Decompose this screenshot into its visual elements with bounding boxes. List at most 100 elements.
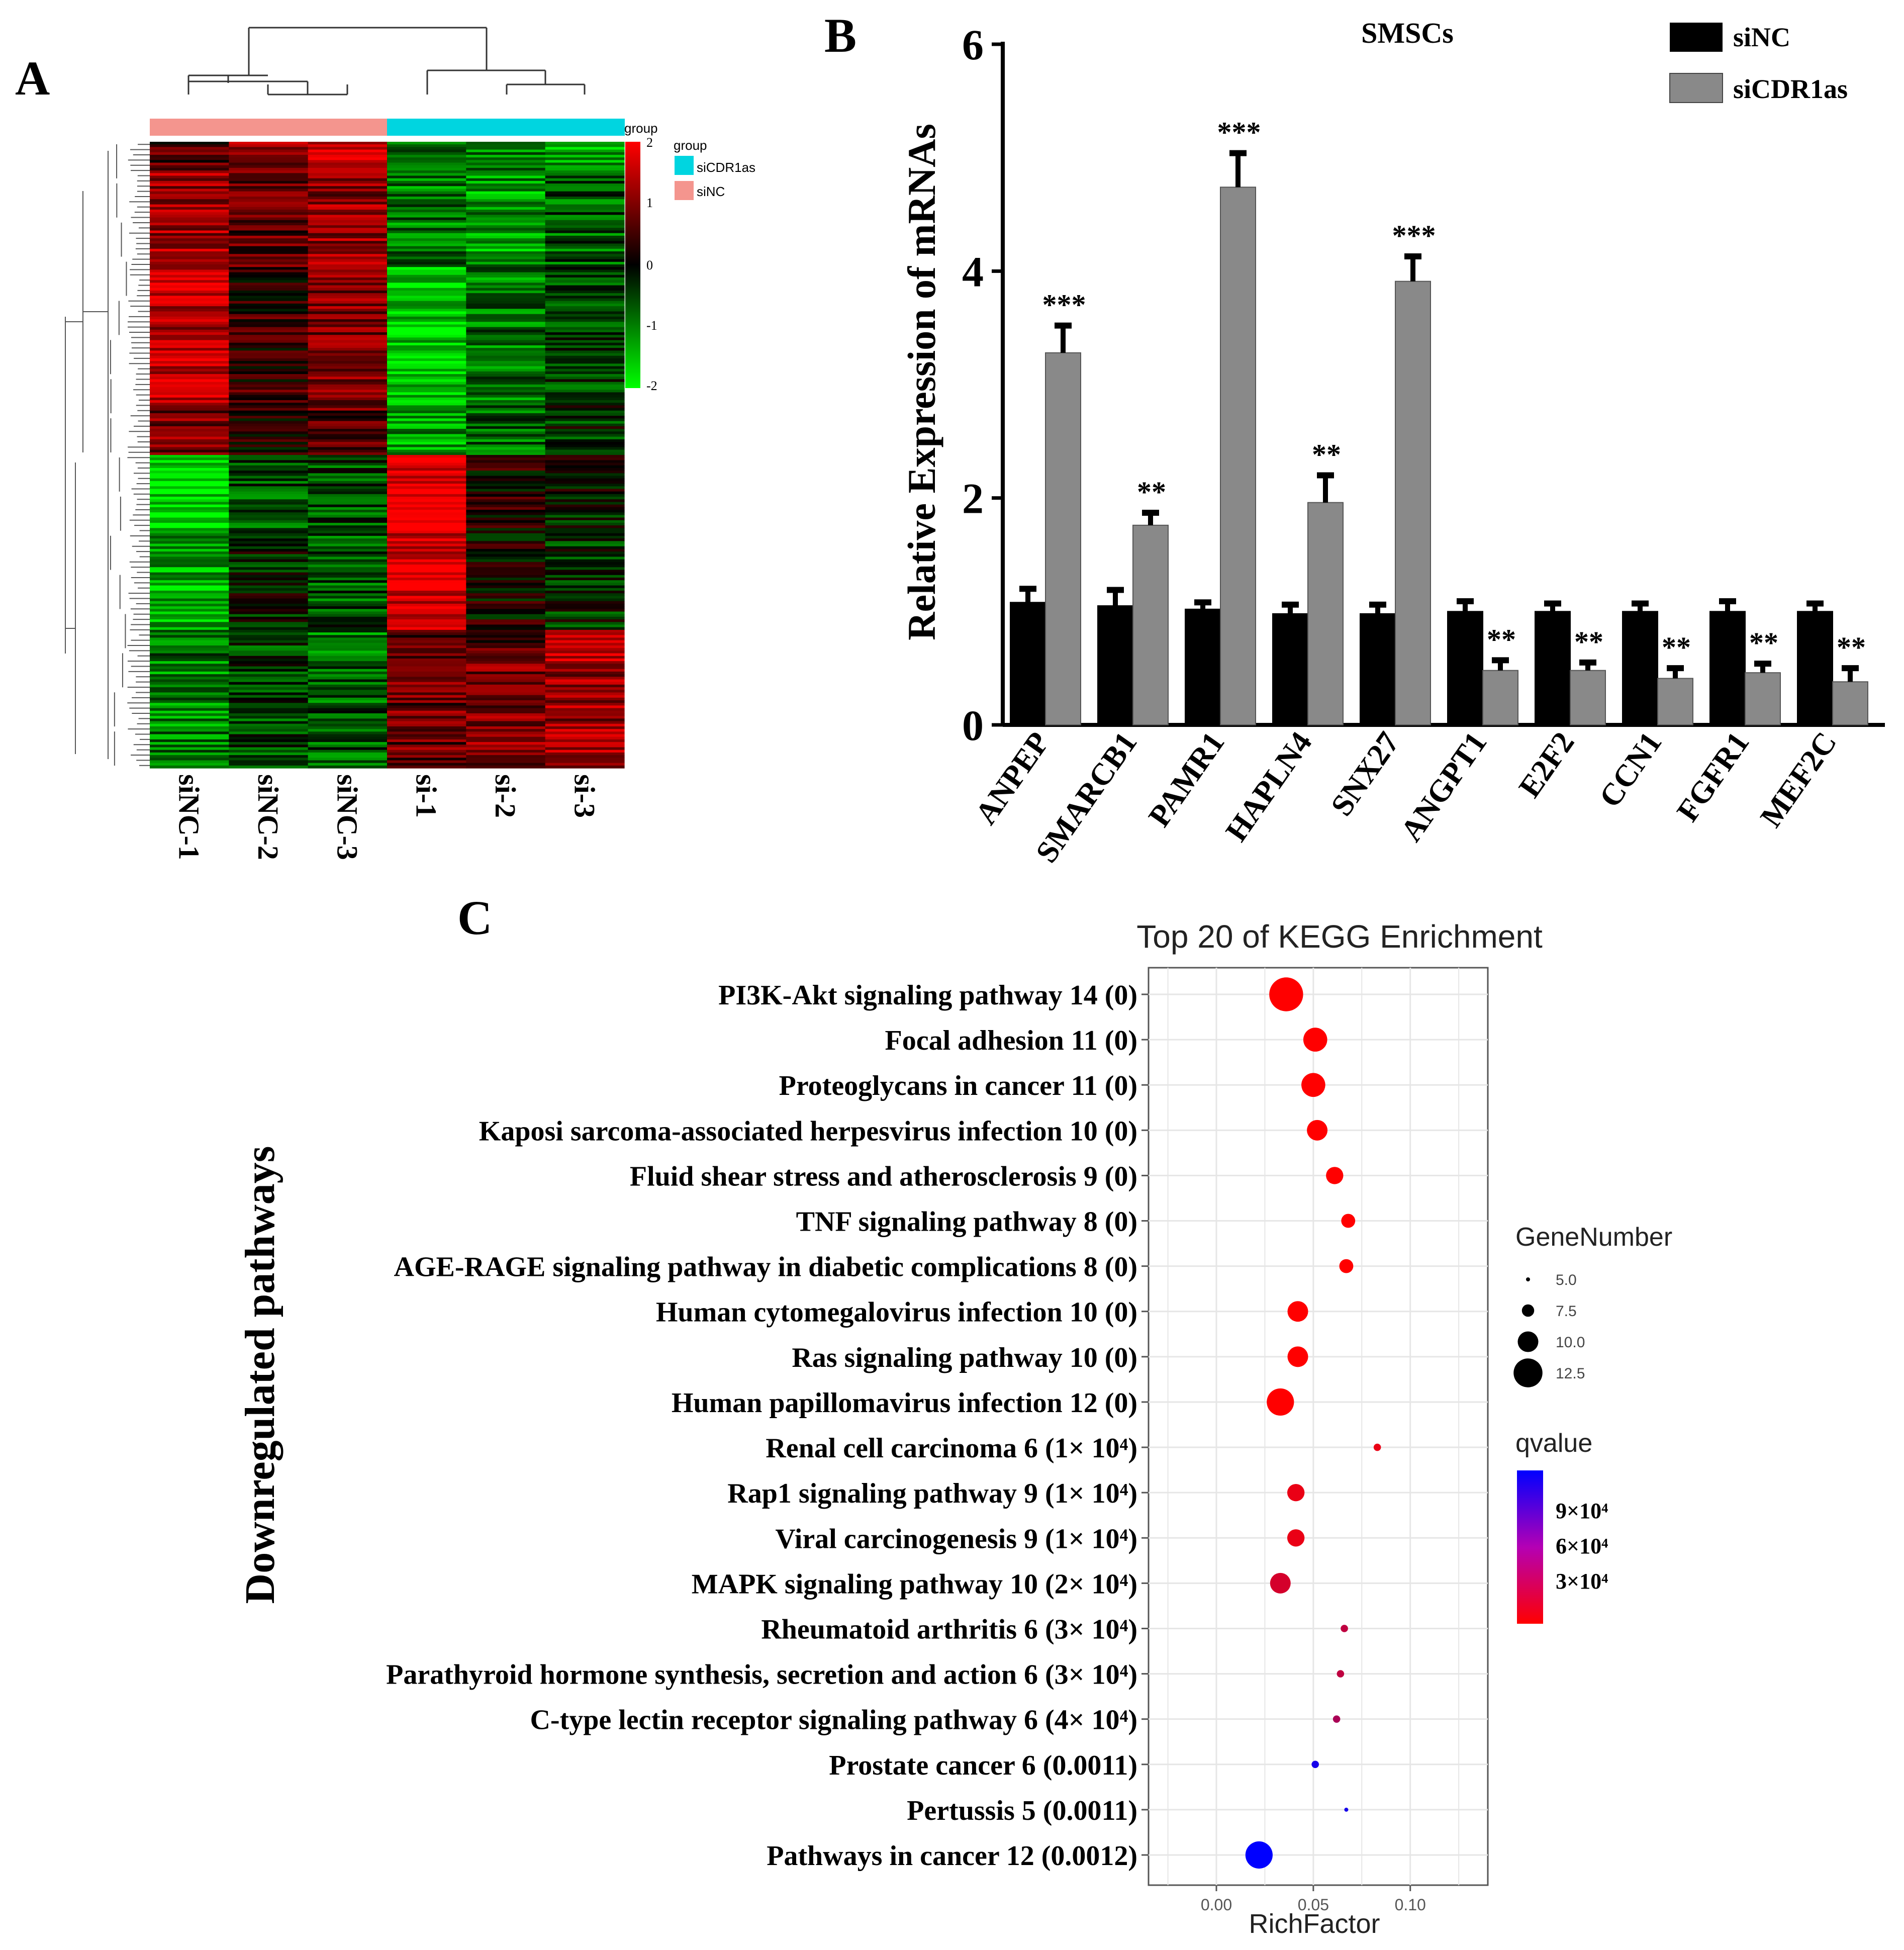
heatmap-cell (466, 478, 546, 482)
heatmap-cell (150, 614, 229, 617)
heatmap-cell (150, 588, 229, 591)
heatmap-cell (308, 504, 388, 508)
pathway-point (1307, 1120, 1328, 1141)
heatmap-cell (466, 596, 546, 599)
heatmap-cell (308, 355, 388, 359)
heatmap-cell (466, 637, 546, 641)
significance-marker: ** (1837, 631, 1866, 664)
heatmap-cell (387, 340, 466, 343)
heatmap-cell (466, 465, 546, 469)
heatmap-cell (466, 327, 546, 330)
heatmap-cell (229, 653, 309, 657)
heatmap-cell (466, 160, 546, 163)
heatmap-cell (229, 745, 309, 748)
heatmap-cell (150, 473, 229, 477)
bar-sicdr1as (1132, 524, 1169, 725)
heatmap-cell (150, 585, 229, 589)
heatmap-cell (308, 311, 388, 315)
heatmap-cell (150, 729, 229, 732)
heatmap-cell (150, 674, 229, 677)
heatmap-cell (150, 462, 229, 466)
heatmap-cell (229, 590, 309, 594)
heatmap-cell (387, 400, 466, 403)
heatmap-cell (387, 476, 466, 479)
heatmap-cell (229, 658, 309, 662)
heatmap-cell (466, 548, 546, 552)
heatmap-cell (150, 384, 229, 388)
heatmap-cell (229, 173, 309, 176)
heatmap-cell (466, 142, 546, 145)
pathway-point (1301, 1073, 1325, 1097)
heatmap-cell (466, 502, 546, 505)
heatmap-cell (466, 546, 546, 549)
pathway-label: Fluid shear stress and atherosclerosis 9… (630, 1161, 1137, 1192)
heatmap-cell (150, 619, 229, 622)
heatmap-cell (387, 752, 466, 756)
heatmap-cell (308, 530, 388, 534)
heatmap-cell (387, 233, 466, 236)
heatmap-cell (545, 405, 625, 409)
heatmap-cell (229, 497, 309, 500)
heatmap-cell (466, 426, 546, 429)
heatmap-cell (466, 277, 546, 281)
heatmap-cell (545, 204, 625, 208)
heatmap-cell (308, 447, 388, 450)
heatmap-cell (387, 695, 466, 698)
heatmap-cell (150, 204, 229, 208)
heatmap-cell (545, 609, 625, 612)
heatmap-cell (545, 471, 625, 474)
heatmap-cell (387, 189, 466, 192)
heatmap-cell (466, 484, 546, 487)
heatmap-cell (387, 363, 466, 367)
heatmap-cell (308, 212, 388, 215)
heatmap-cell (545, 277, 625, 281)
heatmap-cell (545, 246, 625, 249)
heatmap-cell (229, 632, 309, 635)
heatmap-cell (229, 251, 309, 254)
heatmap-cell (150, 238, 229, 241)
bar-sicdr1as (1832, 681, 1868, 726)
heatmap-cell (466, 444, 546, 448)
heatmap-cell (308, 653, 388, 657)
heatmap-cell (545, 241, 625, 244)
heatmap-cell (545, 410, 625, 414)
heatmap-cell (229, 593, 309, 596)
heatmap-cell (229, 661, 309, 664)
heatmap-cell (387, 588, 466, 591)
heatmap-cell (466, 468, 546, 471)
heatmap-cell (387, 491, 466, 495)
heatmap-cell (545, 491, 625, 495)
heatmap-cell (387, 598, 466, 602)
heatmap-cell (150, 541, 229, 544)
heatmap-cell (466, 403, 546, 406)
heatmap-cell (229, 259, 309, 262)
heatmap-cell (308, 436, 388, 440)
heatmap-cell (466, 269, 546, 273)
heatmap-cell (150, 272, 229, 275)
heatmap-cell (150, 316, 229, 320)
heatmap-cell (150, 167, 229, 171)
pathway-label: PI3K-Akt signaling pathway 14 (0) (718, 980, 1137, 1011)
heatmap-cell (466, 658, 546, 662)
heatmap-cell (150, 197, 229, 200)
heatmap-cell (387, 382, 466, 385)
heatmap-cell (229, 726, 309, 729)
heatmap-cell (466, 272, 546, 275)
heatmap-cell (308, 277, 388, 281)
heatmap-cell (387, 731, 466, 735)
heatmap-cell (150, 745, 229, 748)
heatmap-cell (150, 199, 229, 203)
heatmap-cell (229, 601, 309, 604)
size-legend-dot (1513, 1358, 1543, 1387)
heatmap-cell (150, 661, 229, 664)
heatmap-cell (466, 745, 546, 748)
heatmap-cell (545, 340, 625, 343)
heatmap-cell (150, 671, 229, 675)
heatmap-cell (150, 149, 229, 153)
heatmap-cell (545, 444, 625, 448)
heatmap-cell (229, 160, 309, 163)
bar-sicdr1as (1570, 670, 1606, 726)
heatmap-cell (229, 713, 309, 716)
heatmap-cell (545, 697, 625, 701)
heatmap-cell (545, 390, 625, 393)
